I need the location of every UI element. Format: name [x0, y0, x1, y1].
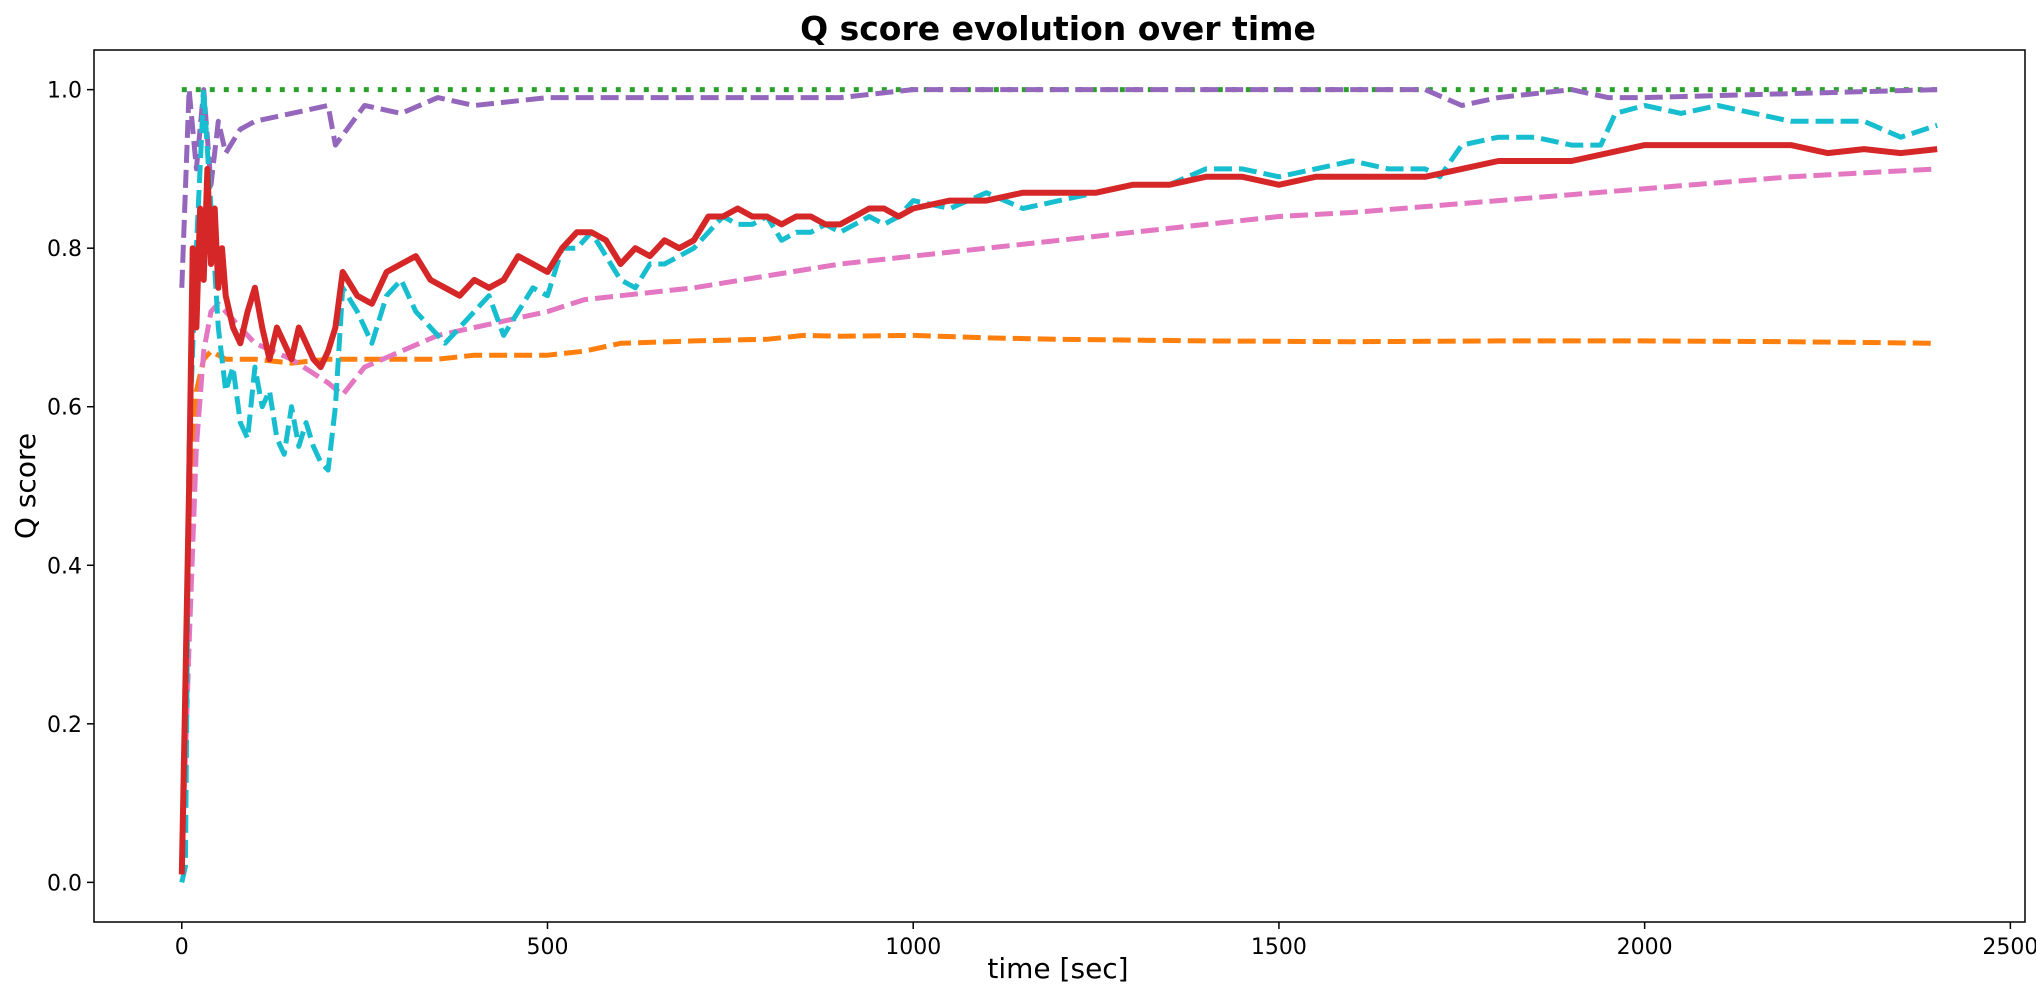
x-tick-label: 1500: [1251, 935, 1307, 960]
y-axis-label: Q score: [9, 433, 42, 539]
series-layer: [178, 87, 1938, 883]
x-axis-label: time [sec]: [987, 952, 1128, 985]
series-line-purple-dashed: [179, 87, 1938, 288]
series-line-pink-dashed: [179, 166, 1938, 867]
series-line-cyan-dashed: [179, 87, 1938, 883]
x-tick-label: 1000: [885, 935, 941, 960]
y-tick-label: 0.4: [47, 554, 82, 579]
y-tick-label: 0.6: [47, 396, 82, 421]
series-line-red-solid: [178, 142, 1938, 875]
x-tick-label: 2500: [1982, 935, 2036, 960]
y-tick-label: 1.0: [47, 79, 82, 104]
x-tick-label: 500: [526, 935, 568, 960]
x-tick-label: 2000: [1617, 935, 1673, 960]
y-tick-label: 0.0: [47, 871, 82, 896]
x-tick-label: 0: [175, 935, 189, 960]
chart-title: Q score evolution over time: [800, 9, 1316, 48]
plot-frame: [93, 49, 2026, 923]
y-tick-label: 0.2: [47, 713, 82, 738]
x-axis: 0 500 1000 1500 2000 2500: [175, 922, 2036, 960]
y-axis: 0.0 0.2 0.4 0.6 0.8 1.0: [47, 79, 94, 896]
y-tick-label: 0.8: [47, 237, 82, 262]
